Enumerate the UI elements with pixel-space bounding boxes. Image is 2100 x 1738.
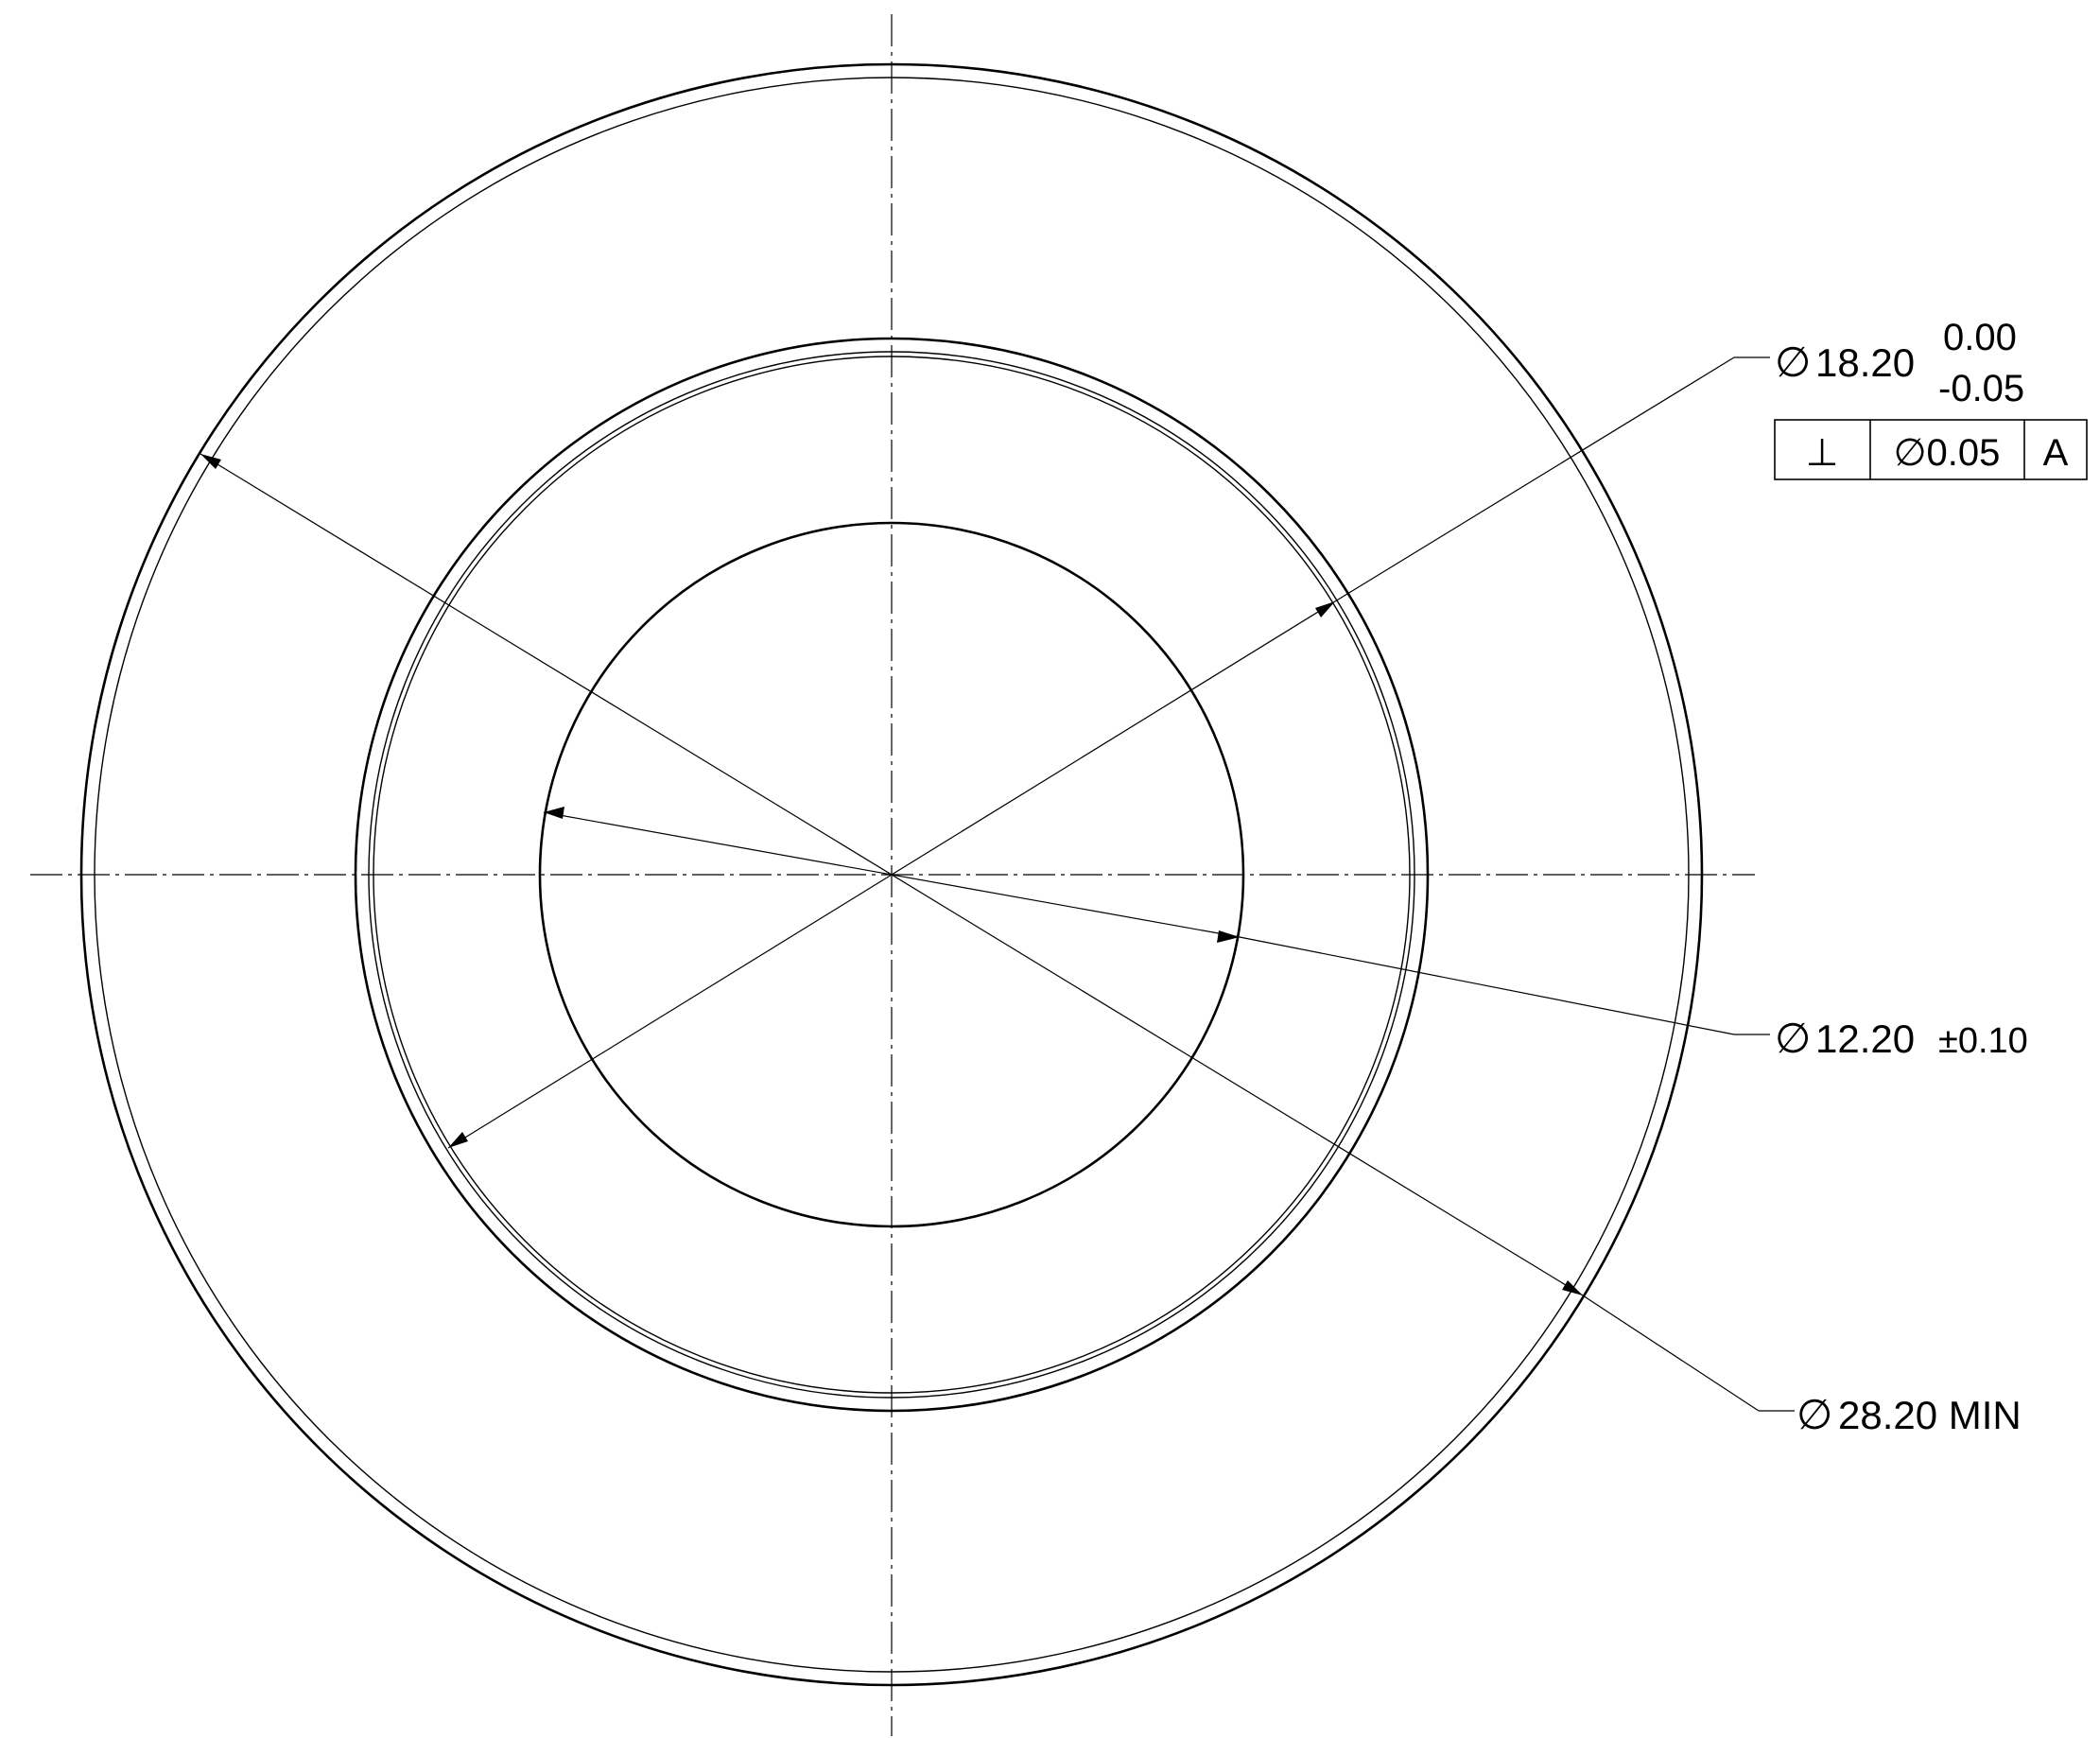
bore-dimension bbox=[447, 356, 1770, 1149]
outer-dimension bbox=[200, 453, 1795, 1412]
inner-circle bbox=[538, 521, 1245, 1228]
inner-arrow-right bbox=[1217, 930, 1240, 943]
bore-diameter-value: 18.20 bbox=[1815, 340, 1915, 385]
inner-dimension bbox=[543, 807, 1770, 1035]
outer-arrow-lower bbox=[1562, 1280, 1583, 1295]
fcf-perpendicularity-symbol: ⊥ bbox=[1806, 432, 1839, 474]
fcf-tolerance: ∅0.05 bbox=[1894, 432, 2001, 474]
inner-diameter-symbol: ∅ bbox=[1775, 1016, 1811, 1062]
fcf-datum: A bbox=[2043, 432, 2069, 474]
bore-upper-tolerance: 0.00 bbox=[1943, 317, 2017, 358]
outer-chamfer-circle bbox=[94, 77, 1690, 1673]
outer-diameter-value: 28.20 MIN bbox=[1838, 1393, 2022, 1437]
bore-circle bbox=[354, 337, 1430, 1413]
bore-inner-edge-circle-2 bbox=[373, 356, 1411, 1394]
feature-control-frame: ⊥ ∅0.05 A bbox=[1774, 419, 2088, 480]
inner-diameter-value: 12.20 bbox=[1815, 1017, 1915, 1061]
outer-diameter-symbol: ∅ bbox=[1796, 1392, 1832, 1438]
outer-circle bbox=[79, 62, 1704, 1687]
inner-diameter-tolerance: ±0.10 bbox=[1938, 1021, 2028, 1061]
bore-arrow-upper bbox=[1315, 601, 1335, 617]
outer-arrow-upper bbox=[200, 454, 221, 469]
bore-diameter-symbol: ∅ bbox=[1775, 339, 1811, 386]
bore-arrow-lower bbox=[448, 1132, 468, 1148]
bore-lower-tolerance: -0.05 bbox=[1938, 368, 2024, 409]
bore-inner-edge-circle bbox=[368, 351, 1415, 1399]
inner-arrow-left bbox=[544, 807, 564, 819]
